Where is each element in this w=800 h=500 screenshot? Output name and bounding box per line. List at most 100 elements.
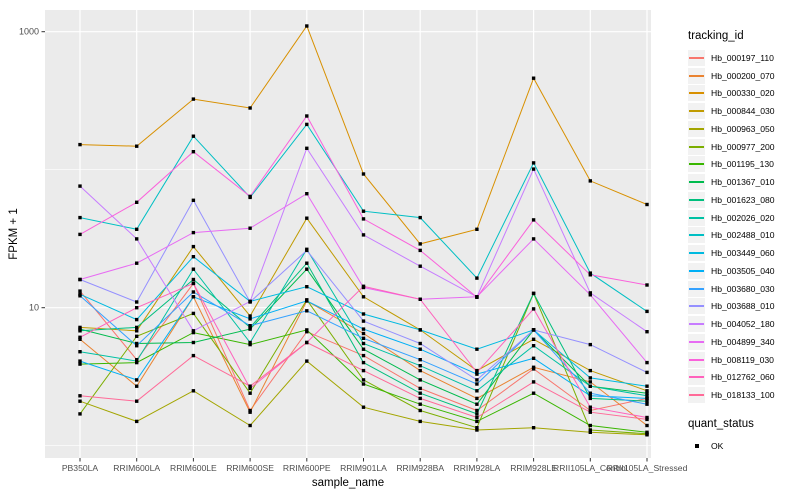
data-point — [305, 24, 309, 28]
data-point — [475, 370, 479, 375]
data-point — [248, 340, 252, 345]
legend-line-sample — [689, 216, 704, 219]
legend-item-Hb_000844_030: Hb_000844_030 — [688, 102, 798, 120]
legend-item-label: Hb_001367_010 — [711, 177, 775, 188]
x-tick-label: RRIM600LA — [113, 463, 160, 473]
data-point — [305, 216, 309, 220]
data-point — [531, 365, 536, 369]
legend-item-label: Hb_004899_340 — [711, 336, 775, 347]
data-point — [191, 329, 196, 333]
data-point — [418, 328, 422, 332]
legend-item-label: Hb_008119_030 — [711, 354, 774, 365]
legend-item-Hb_008119_030: Hb_008119_030 — [688, 351, 798, 369]
legend-item-Hb_012762_060: Hb_012762_060 — [688, 369, 798, 387]
x-tick-label: RRII105LA_Control — [553, 463, 628, 473]
data-point — [78, 289, 82, 293]
data-point — [248, 106, 252, 110]
data-point — [418, 368, 422, 373]
data-point — [645, 391, 649, 395]
data-point — [588, 380, 592, 384]
data-point — [588, 410, 592, 414]
data-point — [78, 329, 82, 333]
data-point — [645, 370, 649, 375]
legend-item-label: Hb_002488_010 — [711, 230, 775, 241]
data-point — [361, 378, 366, 382]
data-point — [78, 359, 82, 363]
legend-item-label: Hb_003505_040 — [711, 265, 775, 276]
data-point — [191, 230, 196, 235]
data-point — [418, 396, 422, 401]
legend-item-label: Hb_002026_020 — [711, 212, 775, 223]
data-point — [135, 384, 139, 388]
data-point — [418, 419, 422, 424]
legend-item-quant-OK: OK — [688, 437, 798, 455]
legend-key-swatch — [688, 316, 705, 333]
legend-key-swatch — [688, 245, 705, 262]
data-point — [191, 150, 196, 154]
legend-item-label: Hb_001195_130 — [711, 159, 774, 170]
data-point — [361, 319, 366, 323]
data-point — [248, 423, 252, 428]
data-point — [191, 255, 196, 259]
data-point — [361, 327, 366, 331]
data-point — [645, 389, 649, 393]
data-point — [248, 391, 252, 395]
data-point — [78, 350, 82, 354]
legend-line-sample — [689, 198, 704, 201]
data-point — [475, 428, 479, 432]
data-point — [475, 419, 479, 424]
legend-item-label: Hb_000977_200 — [711, 141, 775, 152]
x-tick-label: RRIM600SE — [226, 463, 274, 473]
data-point — [135, 261, 139, 265]
data-point — [78, 412, 82, 416]
legend-entries: Hb_000197_110 Hb_000200_070 Hb_000330_020 H… — [688, 49, 798, 404]
data-point — [361, 172, 366, 176]
data-point — [475, 389, 479, 393]
data-point — [588, 384, 592, 388]
data-point — [191, 311, 196, 316]
data-point — [588, 271, 592, 275]
legend-key-swatch — [688, 262, 705, 279]
data-point — [645, 423, 649, 428]
data-point — [531, 237, 536, 241]
legend-item-label: Hb_000330_020 — [711, 88, 775, 99]
legend-item-Hb_000977_200: Hb_000977_200 — [688, 138, 798, 156]
legend-item-Hb_004899_340: Hb_004899_340 — [688, 333, 798, 351]
data-point — [78, 399, 82, 403]
plot-panel — [45, 10, 651, 458]
legend-key-swatch — [688, 49, 705, 66]
data-point — [135, 300, 139, 304]
data-point — [305, 114, 309, 118]
data-point — [305, 122, 309, 127]
data-point — [531, 426, 536, 430]
data-point — [475, 378, 479, 382]
data-point — [78, 277, 82, 282]
data-point — [248, 226, 252, 230]
legend-line-sample — [689, 358, 704, 361]
data-point — [361, 341, 366, 346]
data-point — [305, 299, 309, 303]
legend-item-Hb_000963_050: Hb_000963_050 — [688, 120, 798, 138]
legend-key-swatch — [688, 138, 705, 155]
legend-item-Hb_000197_110: Hb_000197_110 — [688, 49, 798, 67]
data-point — [248, 324, 252, 328]
data-point — [191, 244, 196, 249]
data-point — [418, 248, 422, 253]
data-point — [248, 317, 252, 321]
legend-line-sample — [689, 252, 704, 255]
data-point — [361, 405, 366, 409]
legend-key-swatch — [688, 85, 705, 102]
data-point — [361, 347, 366, 351]
data-point — [305, 285, 309, 289]
legend-line-sample — [689, 56, 704, 59]
legend-item-Hb_002488_010: Hb_002488_010 — [688, 227, 798, 245]
x-axis-title: sample_name — [311, 477, 385, 489]
data-point — [305, 192, 309, 196]
legend-line-sample — [689, 234, 704, 237]
data-point — [475, 412, 479, 416]
data-point — [135, 144, 139, 148]
data-point — [135, 227, 139, 231]
x-tick-label: RRIM928LE — [510, 463, 557, 473]
legend-panel: tracking_id Hb_000197_110 Hb_000200_070 Hb… — [688, 30, 798, 455]
data-point — [531, 167, 536, 171]
